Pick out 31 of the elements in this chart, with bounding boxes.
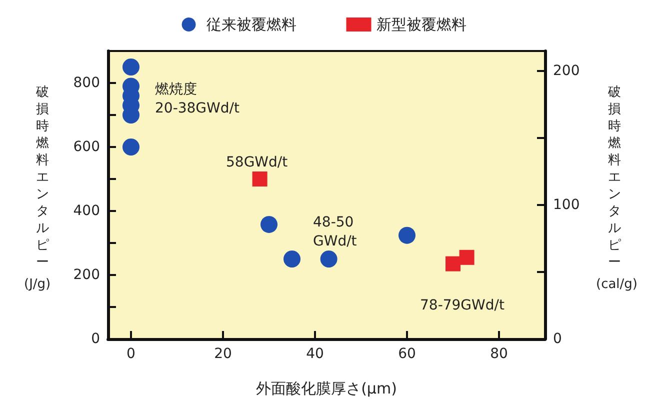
y-tick-label: 400 bbox=[73, 203, 100, 219]
point bbox=[446, 256, 460, 272]
x-axis-title: 外面酸化膜厚さ(μm) bbox=[256, 380, 397, 398]
point bbox=[260, 216, 278, 233]
y2-tick-label: 100 bbox=[553, 197, 580, 214]
point bbox=[459, 250, 474, 265]
annotation: 48-50 GWd/t bbox=[313, 214, 358, 250]
x-tick-label: 0 bbox=[126, 346, 136, 362]
x-tick-label: 60 bbox=[398, 346, 416, 362]
x-tick-label: 40 bbox=[306, 346, 324, 362]
point bbox=[398, 226, 416, 244]
annotation: 58GWd/t bbox=[226, 154, 288, 170]
y2-tick-label: 200 bbox=[553, 63, 580, 80]
annotation: 78-79GWd/t bbox=[420, 298, 505, 314]
point bbox=[122, 58, 140, 76]
y-tick-label: 800 bbox=[73, 75, 100, 91]
text: 破損時燃料エンタルピー(cal/g) bbox=[596, 84, 638, 292]
legend-label: 新型被覆燃料 bbox=[376, 16, 466, 34]
y2-tick-label: 0 bbox=[553, 331, 562, 347]
y-tick-label: 0 bbox=[91, 331, 100, 347]
y-tick-label: 200 bbox=[73, 267, 100, 283]
annotation: 燃焼度 20-38GWd/t bbox=[155, 82, 240, 116]
point bbox=[252, 172, 268, 186]
point bbox=[320, 250, 338, 268]
x-tick-label: 80 bbox=[490, 346, 508, 362]
point bbox=[284, 250, 300, 268]
legend-label: 従来被覆燃料 bbox=[206, 16, 296, 34]
y-tick-label: 600 bbox=[73, 139, 100, 155]
text: 破損時燃料エンタルピー(J/g) bbox=[24, 84, 51, 292]
point bbox=[122, 138, 140, 156]
x-tick-label: 20 bbox=[214, 346, 232, 362]
